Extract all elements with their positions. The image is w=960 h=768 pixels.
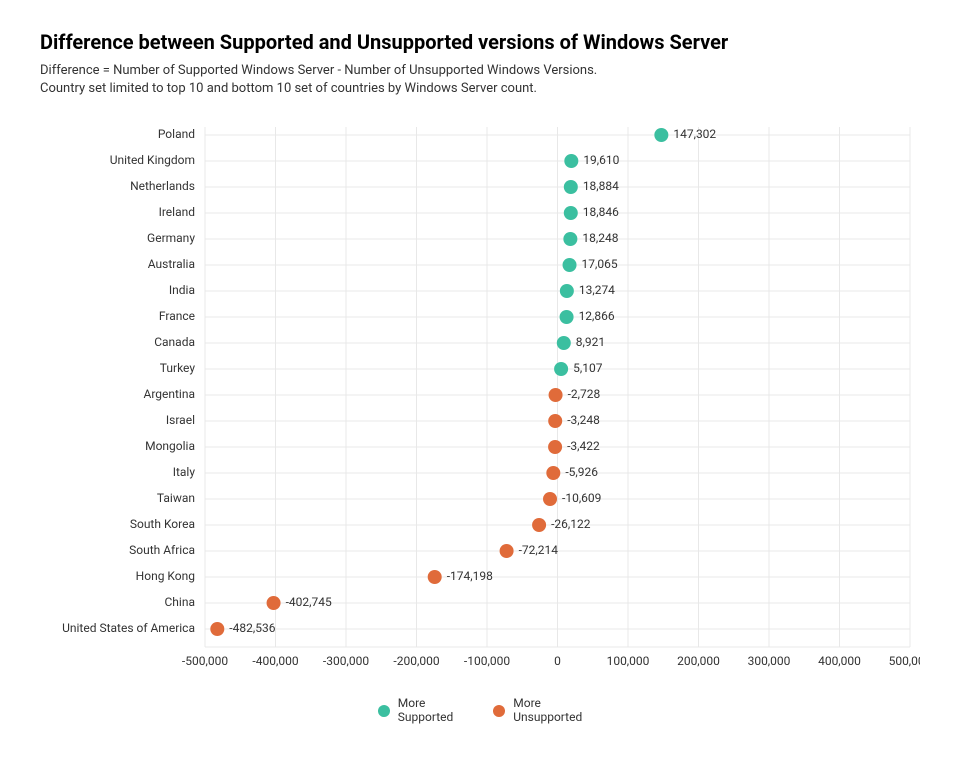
x-tick-label: 100,000	[607, 654, 650, 668]
value-label: -10,609	[562, 491, 601, 505]
country-label: Turkey	[160, 361, 196, 375]
country-label: Taiwan	[157, 491, 195, 505]
x-tick-label: 500,000	[889, 654, 920, 668]
chart-area: -500,000 -400,000 -300,000 -200,000 -100,000…	[40, 117, 920, 687]
country-label: Poland	[158, 127, 195, 141]
data-dot	[546, 466, 560, 480]
value-label: -72,214	[519, 543, 559, 557]
country-label: South Africa	[129, 543, 195, 557]
country-label: Germany	[147, 231, 195, 245]
value-label: -174,198	[447, 569, 493, 583]
legend-dot-icon	[493, 705, 505, 717]
country-label: United States of America	[62, 621, 195, 635]
data-dot	[267, 596, 281, 610]
value-label: -482,536	[229, 621, 275, 635]
country-label: Netherlands	[130, 179, 195, 193]
country-label: China	[165, 595, 196, 609]
country-label: Australia	[148, 257, 195, 271]
value-label: -3,248	[567, 413, 600, 427]
data-dot	[210, 622, 224, 636]
data-dot	[543, 492, 557, 506]
x-tick-label: 400,000	[818, 654, 861, 668]
value-label: 5,107	[573, 361, 603, 375]
x-tick-label: -500,000	[182, 654, 228, 668]
x-tick-label: 200,000	[677, 654, 720, 668]
country-label: South Korea	[130, 517, 195, 531]
country-label: Argentina	[143, 387, 195, 401]
data-dot	[557, 336, 571, 350]
data-dot	[548, 440, 562, 454]
chart-legend: More Supported More Unsupported	[40, 697, 920, 725]
chart-title: Difference between Supported and Unsuppo…	[40, 30, 920, 54]
legend-item-supported: More Supported	[378, 697, 453, 725]
data-dot	[564, 206, 578, 220]
data-dot	[428, 570, 442, 584]
data-dot	[564, 180, 578, 194]
value-label: 18,884	[583, 179, 619, 193]
country-label: Ireland	[159, 205, 195, 219]
x-tick-label: -100,000	[464, 654, 510, 668]
legend-item-unsupported: More Unsupported	[493, 697, 582, 725]
country-label: France	[159, 309, 195, 323]
data-dot	[560, 284, 574, 298]
country-label: Canada	[154, 335, 195, 349]
value-label: -26,122	[551, 517, 591, 531]
country-label: Hong Kong	[136, 569, 195, 583]
value-label: 18,846	[583, 205, 619, 219]
value-label: -2,728	[568, 387, 601, 401]
chart-subtitle: Difference = Number of Supported Windows…	[40, 62, 920, 97]
country-label: Mongolia	[145, 439, 195, 453]
value-label: -3,422	[567, 439, 600, 453]
x-tick-label: 0	[554, 654, 561, 668]
x-tick-label: -400,000	[252, 654, 298, 668]
value-label: 13,274	[579, 283, 615, 297]
data-dot	[654, 128, 668, 142]
x-tick-label: 300,000	[748, 654, 791, 668]
value-label: 12,866	[579, 309, 615, 323]
value-label: 17,065	[582, 257, 618, 271]
value-label: 147,302	[673, 127, 716, 141]
dot-plot-svg: -500,000 -400,000 -300,000 -200,000 -100,000…	[40, 117, 920, 687]
data-dot	[554, 362, 568, 376]
data-dot	[563, 258, 577, 272]
legend-label: More Unsupported	[513, 697, 582, 725]
data-dot	[560, 310, 574, 324]
country-label: United Kingdom	[110, 153, 195, 167]
value-label: -402,745	[286, 595, 332, 609]
data-dot	[564, 154, 578, 168]
country-label: Israel	[166, 413, 195, 427]
value-label: -5,926	[565, 465, 598, 479]
data-dot	[548, 414, 562, 428]
value-label: 18,248	[582, 231, 618, 245]
data-dot	[500, 544, 514, 558]
value-label: 8,921	[576, 335, 605, 349]
x-tick-label: -200,000	[393, 654, 439, 668]
legend-label: More Supported	[398, 697, 453, 725]
country-label: India	[169, 283, 195, 297]
data-dot	[563, 232, 577, 246]
data-dot	[549, 388, 563, 402]
country-label: Italy	[173, 465, 196, 479]
x-tick-label: -300,000	[323, 654, 369, 668]
value-label: 19,610	[583, 153, 619, 167]
legend-dot-icon	[378, 705, 390, 717]
data-dot	[532, 518, 546, 532]
